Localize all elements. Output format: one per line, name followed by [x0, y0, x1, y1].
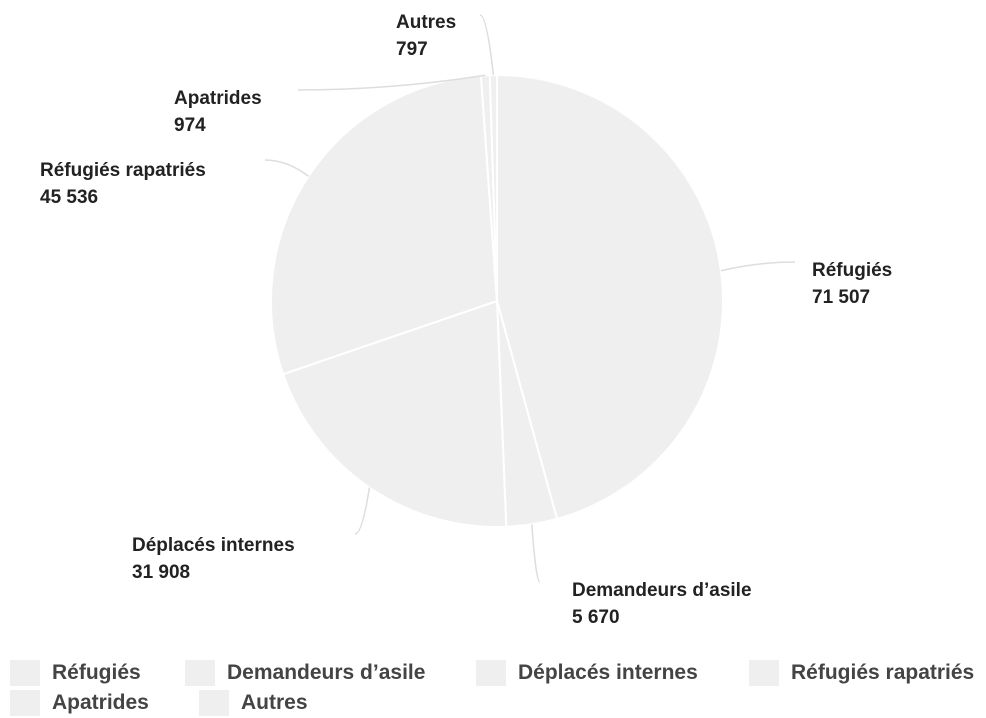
pie-slice-autres[interactable] [488, 73, 498, 302]
data-label-value-autres: 797 [396, 39, 428, 60]
legend-item-autres[interactable]: Autres [199, 688, 308, 718]
data-label-name-deplaces-internes: Déplacés internes [132, 535, 295, 556]
leader-line-apatrides [297, 74, 486, 91]
legend-label: Autres [241, 691, 308, 714]
legend-label: Réfugiés [52, 661, 141, 684]
legend-swatch [185, 660, 215, 686]
leader-line-autres [479, 14, 495, 76]
data-label-value-apatrides: 974 [174, 115, 206, 136]
pie-slices [270, 73, 724, 528]
data-label-name-refugies: Réfugiés [812, 260, 892, 281]
legend-label: Déplacés internes [518, 661, 698, 684]
legend-item-apatrides[interactable]: Apatrides [10, 688, 149, 718]
legend-item-demandeurs-asile[interactable]: Demandeurs d’asile [185, 658, 425, 688]
legend-swatch [10, 690, 40, 716]
legend-item-deplaces-internes[interactable]: Déplacés internes [476, 658, 698, 688]
data-label-value-refugies: 71 507 [812, 287, 870, 308]
legend-swatch [749, 660, 779, 686]
data-label-name-refugies-rapatries: Réfugiés rapatriés [40, 160, 206, 181]
data-label-name-demandeurs-asile: Demandeurs d’asile [572, 580, 752, 601]
legend-item-refugies[interactable]: Réfugiés [10, 658, 141, 688]
data-labels: Réfugiés 71 507 Demandeurs d’asile 5 670 Dép… [40, 12, 892, 628]
leader-line-demandeurs-asile [531, 524, 541, 583]
data-label-name-autres: Autres [396, 12, 456, 33]
leader-line-refugies [720, 261, 796, 272]
legend-label: Demandeurs d’asile [227, 661, 426, 684]
legend: Réfugiés Demandeurs d’asile Déplacés int… [10, 656, 986, 718]
legend-swatch [10, 660, 40, 686]
legend-label: Réfugiés rapatriés [791, 661, 975, 684]
legend-item-refugies-rapatries[interactable]: Réfugiés rapatriés [749, 658, 974, 688]
pie-chart: Réfugiés 71 507 Demandeurs d’asile 5 670 Dép… [40, 12, 892, 628]
legend-swatch [199, 690, 229, 716]
data-label-name-apatrides: Apatrides [174, 88, 262, 109]
data-label-value-deplaces-internes: 31 908 [132, 562, 190, 583]
leader-lines [264, 14, 796, 583]
leader-line-refugies-rapatries [264, 159, 310, 177]
legend-label: Apatrides [52, 691, 149, 714]
pie-slice-refugies[interactable] [496, 73, 724, 521]
data-label-value-refugies-rapatries: 45 536 [40, 187, 98, 208]
legend-swatch [476, 660, 506, 686]
leader-line-deplaces-internes [354, 487, 371, 535]
data-label-value-demandeurs-asile: 5 670 [572, 607, 620, 628]
